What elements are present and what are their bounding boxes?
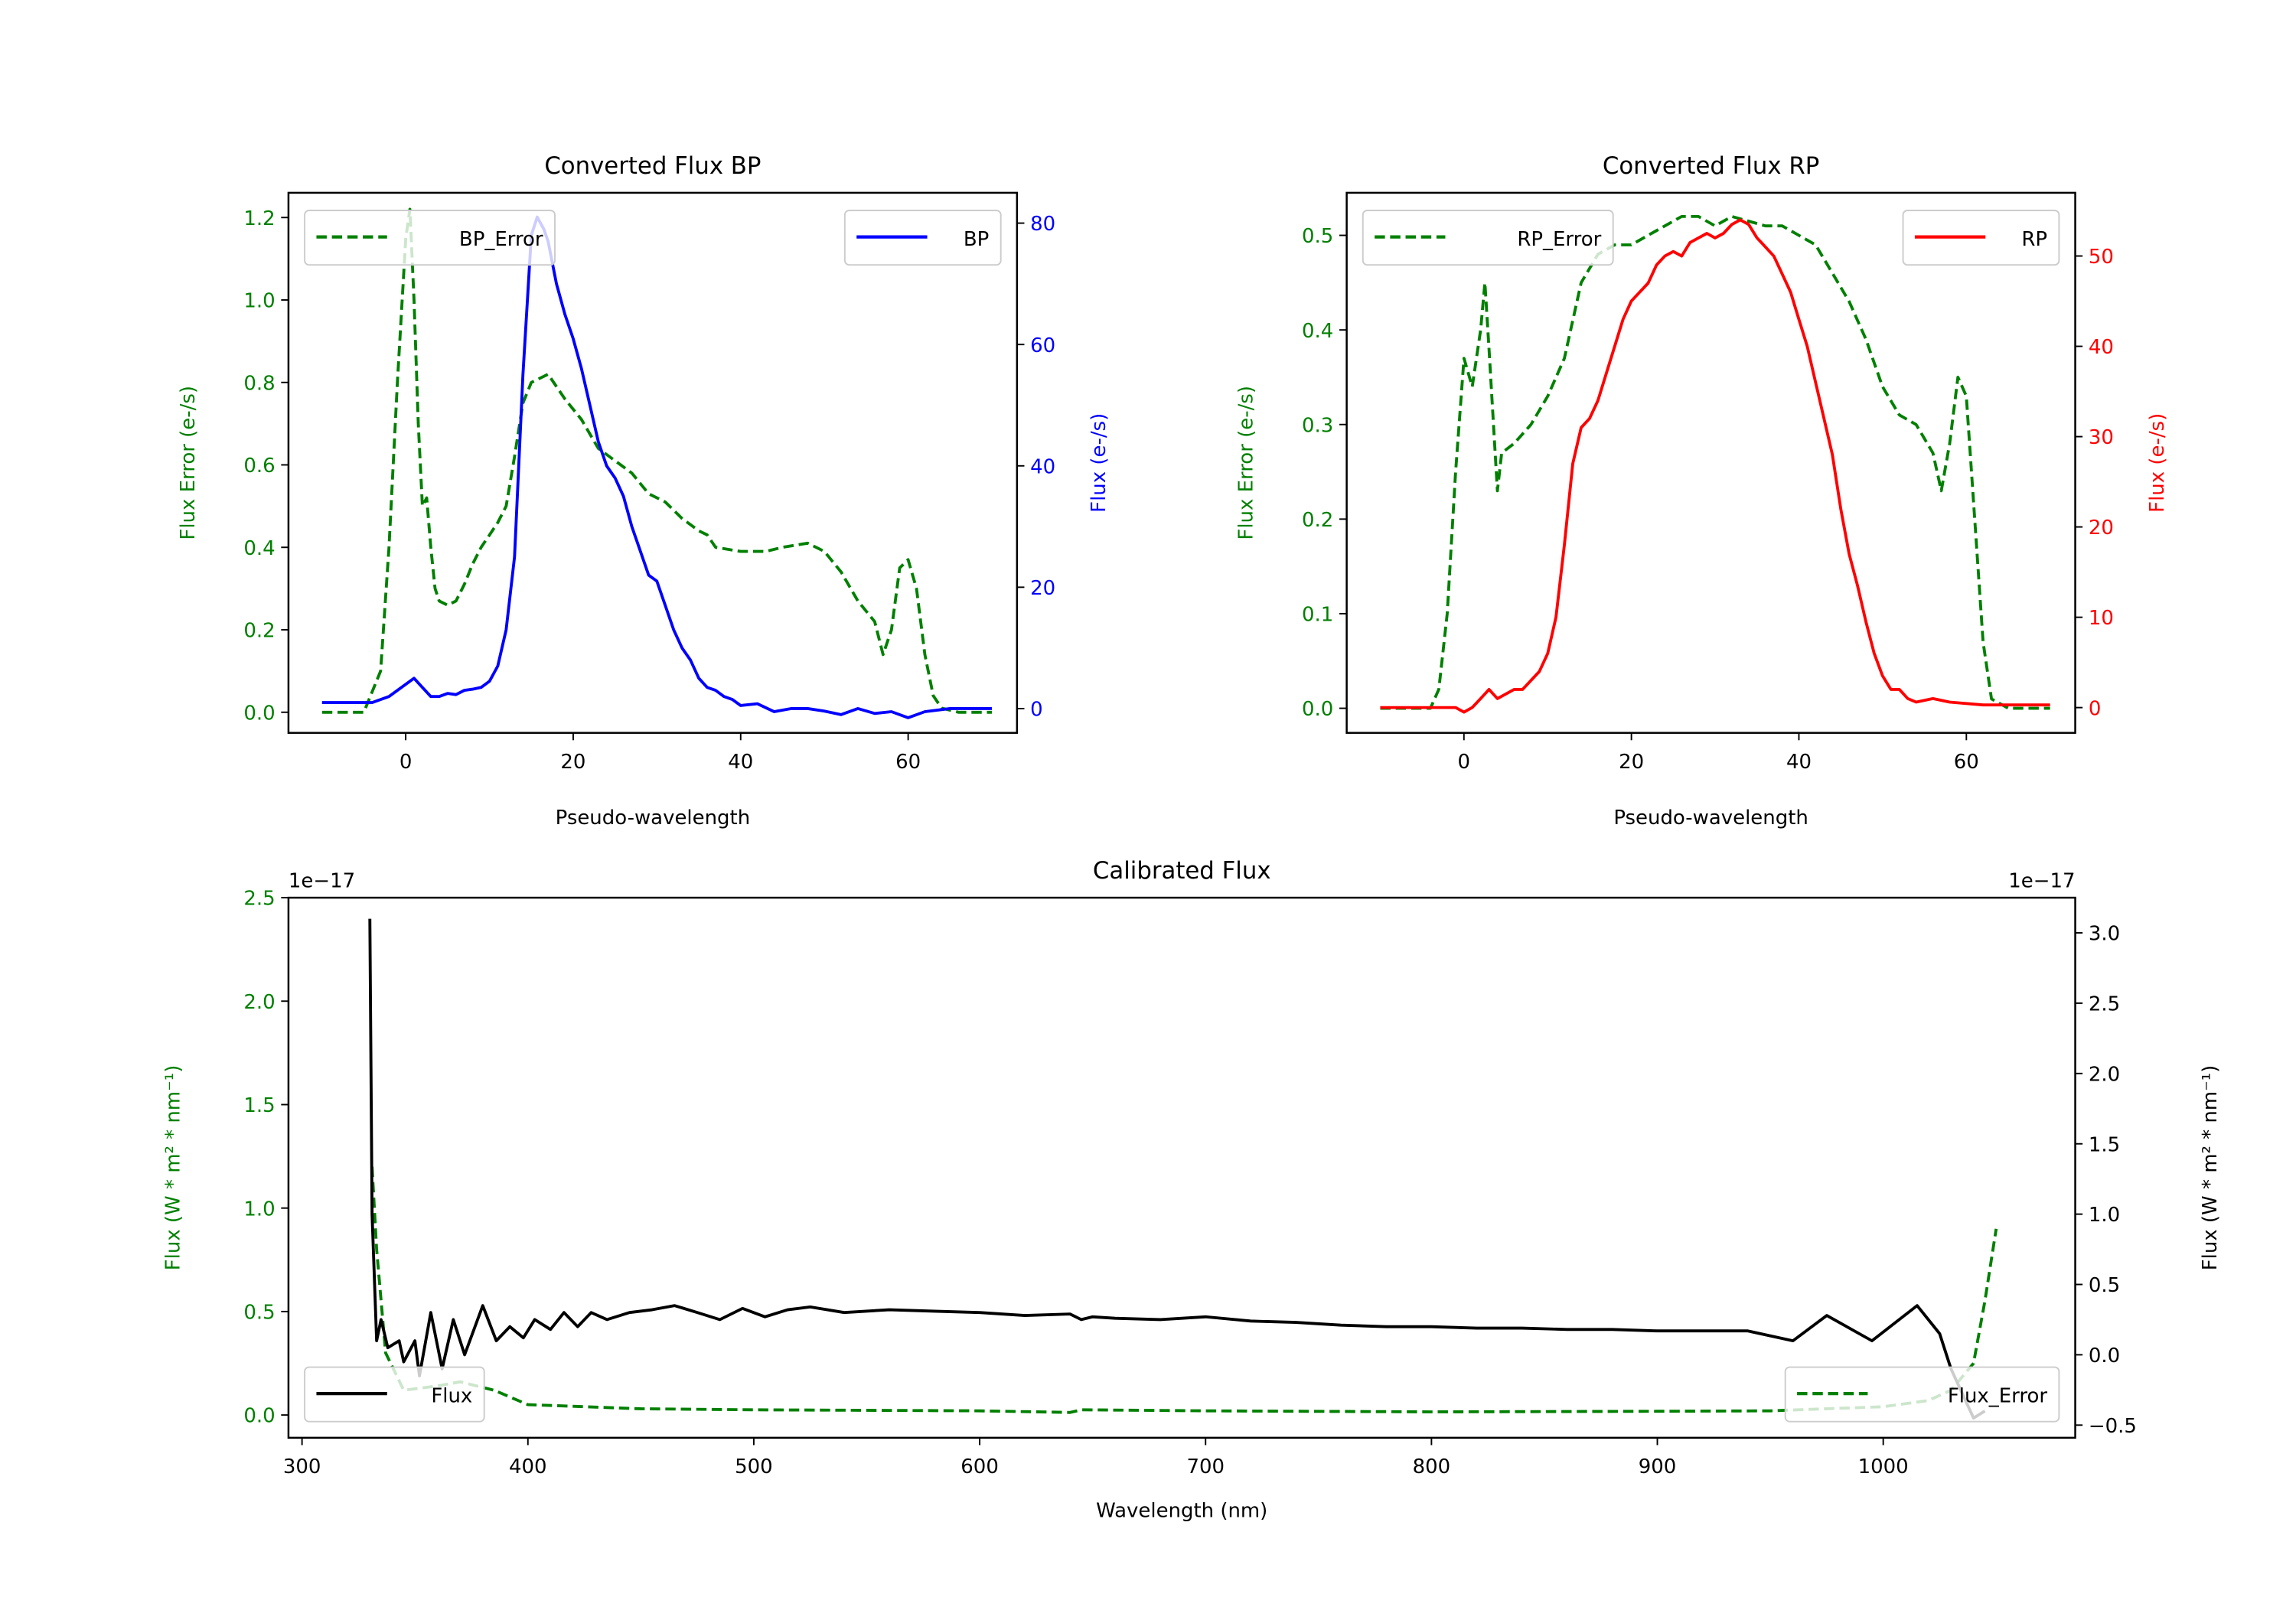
x-tick-label: 60	[1954, 751, 1979, 774]
plot-frame	[1345, 191, 2076, 734]
legend-label: Flux	[431, 1385, 472, 1408]
y-right-tick-label: 0	[2089, 697, 2102, 720]
y-right-tick-label: 50	[2089, 246, 2114, 269]
y-left-tick-label: 0.0	[243, 702, 275, 725]
y-right-tick-label: 30	[2089, 426, 2114, 449]
y-left-tick-label: 0.2	[1302, 509, 1333, 532]
series-line-flux	[368, 918, 1986, 1420]
legend-left: RP_Error	[1362, 210, 1614, 266]
y-right-tick-label: −0.5	[2089, 1415, 2137, 1438]
y-left-tick-label: 0.5	[1302, 225, 1333, 248]
legend-label: RP_Error	[1517, 228, 1601, 251]
legend-label: BP	[964, 228, 989, 251]
y-left-axis-label: Flux (W * m² * nm⁻¹)	[162, 1065, 185, 1271]
y-left-tick-label: 1.5	[243, 1094, 275, 1117]
y-left-tick-label: 2.5	[243, 888, 275, 911]
legend-box	[1362, 210, 1614, 266]
y-left-tick-label: 1.0	[243, 290, 275, 313]
x-axis-label: Pseudo-wavelength	[556, 807, 751, 830]
legend-label: BP_Error	[459, 228, 543, 251]
y-right-tick-label: 3.0	[2089, 923, 2120, 946]
y-right-axis-label: Flux (W * m² * nm⁻¹)	[2199, 1065, 2222, 1271]
y-right-tick-label: 0.0	[2089, 1345, 2120, 1367]
legend-left: Flux	[304, 1366, 485, 1423]
x-tick-label: 40	[728, 751, 753, 774]
legend-label: RP	[2021, 228, 2047, 251]
y-right-tick-label: 0	[1030, 699, 1043, 722]
y-right-tick-label: 0.5	[2089, 1274, 2120, 1297]
x-axis-label: Wavelength (nm)	[1096, 1500, 1267, 1523]
y-left-tick-label: 2.0	[243, 991, 275, 1014]
y-left-tick-label: 0.1	[1302, 604, 1333, 627]
y-left-tick-label: 0.0	[1302, 698, 1333, 721]
x-tick-label: 20	[560, 751, 585, 774]
y-right-tick-label: 20	[1030, 577, 1055, 600]
y-right-tick-label: 20	[2089, 517, 2114, 539]
y-right-tick-label: 2.5	[2089, 993, 2120, 1016]
y-right-axis-label: Flux (e-/s)	[2146, 413, 2169, 513]
chart-title: Converted Flux RP	[1603, 152, 1819, 180]
series-line-bp	[321, 215, 992, 719]
x-axis-label: Pseudo-wavelength	[1613, 807, 1808, 830]
y-left-tick-label: 0.4	[243, 537, 275, 560]
x-tick-label: 1000	[1858, 1455, 1909, 1478]
chart-2: Calibrated Flux 300 400 500 600 700 800 900 1000…	[162, 857, 2223, 1523]
y-right-tick-label: 10	[2089, 607, 2114, 630]
y-left-tick-label: 0.0	[243, 1405, 275, 1428]
chart-title: Calibrated Flux	[1093, 857, 1271, 885]
series-line-rp_error	[1380, 214, 2050, 710]
y-right-offset-label: 1e−17	[2008, 870, 2075, 893]
y-left-tick-label: 0.5	[243, 1302, 275, 1325]
legend-box	[1784, 1366, 2060, 1423]
plot-frame	[287, 191, 1019, 734]
x-tick-label: 20	[1619, 751, 1644, 774]
x-tick-label: 900	[1639, 1455, 1677, 1478]
legend-right: RP	[1902, 210, 2060, 266]
plot-frame	[287, 896, 2076, 1439]
series-line-bp_error	[321, 207, 992, 714]
legend-box	[304, 210, 556, 266]
y-left-tick-label: 0.6	[243, 455, 275, 478]
series-line-rp	[1380, 218, 2050, 714]
y-right-tick-label: 1.0	[2089, 1204, 2120, 1227]
y-left-tick-label: 1.2	[243, 207, 275, 230]
legend-right: Flux_Error	[1784, 1366, 2060, 1423]
y-left-tick-label: 0.3	[1302, 414, 1333, 437]
x-tick-label: 600	[960, 1455, 999, 1478]
y-right-axis-label: Flux (e-/s)	[1088, 413, 1110, 513]
chart-1: Converted Flux RP 0 20 40 60 Pseudo-wavelengt…	[1235, 152, 2169, 830]
y-left-tick-label: 1.0	[243, 1198, 275, 1221]
x-tick-label: 400	[509, 1455, 547, 1478]
y-left-tick-label: 0.8	[243, 372, 275, 395]
x-tick-label: 0	[400, 751, 413, 774]
y-left-axis-label: Flux Error (e-/s)	[1235, 386, 1258, 540]
y-right-tick-label: 40	[1030, 455, 1055, 478]
x-tick-label: 800	[1413, 1455, 1451, 1478]
y-right-tick-label: 2.0	[2089, 1063, 2120, 1086]
y-right-tick-label: 40	[2089, 336, 2114, 359]
x-tick-label: 0	[1458, 751, 1471, 774]
y-right-tick-label: 1.5	[2089, 1133, 2120, 1156]
legend-box	[304, 1366, 485, 1423]
legend-label: Flux_Error	[1948, 1385, 2048, 1408]
legend-right: BP	[843, 210, 1002, 266]
chart-0: Converted Flux BP 0 20 40 60 Pseudo-wavelengt…	[177, 152, 1110, 830]
y-left-tick-label: 0.4	[1302, 320, 1333, 343]
y-right-tick-label: 80	[1030, 213, 1055, 236]
x-tick-label: 700	[1186, 1455, 1225, 1478]
x-tick-label: 300	[283, 1455, 321, 1478]
y-left-offset-label: 1e−17	[289, 870, 355, 893]
x-tick-label: 40	[1786, 751, 1812, 774]
y-right-tick-label: 60	[1030, 334, 1055, 357]
legend-left: BP_Error	[304, 210, 556, 266]
x-tick-label: 500	[735, 1455, 773, 1478]
x-tick-label: 60	[895, 751, 921, 774]
y-left-tick-label: 0.2	[243, 620, 275, 643]
y-left-axis-label: Flux Error (e-/s)	[177, 386, 200, 540]
chart-title: Converted Flux BP	[544, 152, 761, 180]
